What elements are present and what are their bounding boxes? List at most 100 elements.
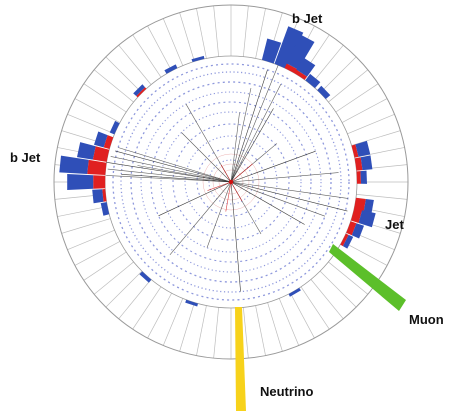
tower-divider [300,286,330,330]
inner-pixel-layer [202,153,260,211]
tower-divider [162,298,184,346]
tower-divider [83,251,127,281]
tower-hadronic-deposit [92,189,104,204]
muon-bar [329,244,406,311]
tower-divider [243,307,249,359]
tower-divider [255,8,266,59]
tower-divider [132,286,162,330]
tower-divider [341,98,388,123]
tower-hadronic-deposit [351,223,364,239]
tower-divider [147,25,172,72]
tower-em-deposit [87,159,107,175]
label-bjet-left: b Jet [10,150,41,165]
tower-divider [328,69,369,103]
tracker-layer [150,101,312,263]
tracker-layer [130,81,332,283]
tower-divider [105,270,143,308]
short-track [230,163,253,183]
tracker-layer [208,159,254,205]
tower-em-deposit [346,221,357,236]
track [230,181,326,217]
neutrino-bar [235,307,246,411]
tower-divider [310,44,344,85]
tower-hadronic-deposit [109,120,120,135]
tower-divider [118,44,152,85]
inner-pixel-layer [212,163,250,201]
tracker-layer [160,111,302,253]
track [230,181,241,292]
tower-em-deposit [284,63,299,74]
tower-hadronic-deposit [164,64,178,74]
track [230,65,279,183]
tower-em-deposit [92,146,110,162]
tower-divider [57,206,108,217]
tower-hadronic-deposit [305,73,321,89]
track [106,175,232,183]
track [230,83,282,183]
tower-hadronic-deposit [67,174,94,190]
tower-em-deposit [136,87,147,98]
tower-hadronic-deposit [363,199,374,214]
tracker-layer [184,135,278,229]
tower-hadronic-deposit [139,271,152,283]
track [121,174,232,183]
tower-em-deposit [356,171,361,184]
tower-divider [278,298,300,346]
tower-divider [105,56,143,94]
track [230,88,252,183]
tower-divider [67,229,115,251]
tower-hadronic-deposit [355,140,371,157]
tower-divider [196,305,207,356]
track [230,69,268,183]
tower-hadronic-deposit [342,234,354,249]
tower-divider [147,292,172,339]
tower-divider [74,241,121,266]
tower-divider [179,302,195,352]
track [181,132,232,183]
tracker-layer [140,91,322,273]
track [110,156,232,183]
tower-divider [351,130,401,146]
tower-divider [213,307,219,359]
track [107,168,232,183]
tower-hadronic-deposit [288,287,301,297]
track [230,150,316,183]
tower-hadronic-deposit [360,155,373,171]
tower-em-deposit [351,208,362,223]
tower-divider [213,5,219,57]
short-track [220,164,232,183]
track [230,181,348,199]
tower-divider [255,305,266,356]
tower-hadronic-deposit [59,155,89,174]
tower-em-deposit [340,233,349,247]
label-neutrino: Neutrino [260,384,314,399]
track [137,165,232,183]
tower-divider [328,261,369,295]
tower-divider [74,98,121,123]
short-track [225,181,232,212]
tower-divider [118,279,152,320]
tower-hadronic-deposit [358,210,376,228]
tracker-layer [112,63,350,301]
tower-hadronic-deposit [100,202,110,216]
tower-em-deposit [103,135,114,149]
track [106,161,232,183]
label-jet-right: Jet [385,217,404,232]
track [158,181,232,217]
tower-divider [196,8,207,59]
track [118,147,232,183]
tower-hadronic-deposit [185,299,198,307]
tower-hadronic-deposit [94,131,108,148]
tower-em-deposit [93,175,106,189]
tracker-layer [120,71,342,293]
tower-divider [356,194,408,200]
tower-divider [61,218,111,234]
tower-divider [335,83,379,113]
inner-pixel-layer [218,169,244,195]
label-bjet-top: b Jet [292,11,323,26]
tower-divider [347,113,395,135]
tower-em-deposit [102,189,107,202]
track [230,181,305,225]
tracker-layer [196,147,266,217]
